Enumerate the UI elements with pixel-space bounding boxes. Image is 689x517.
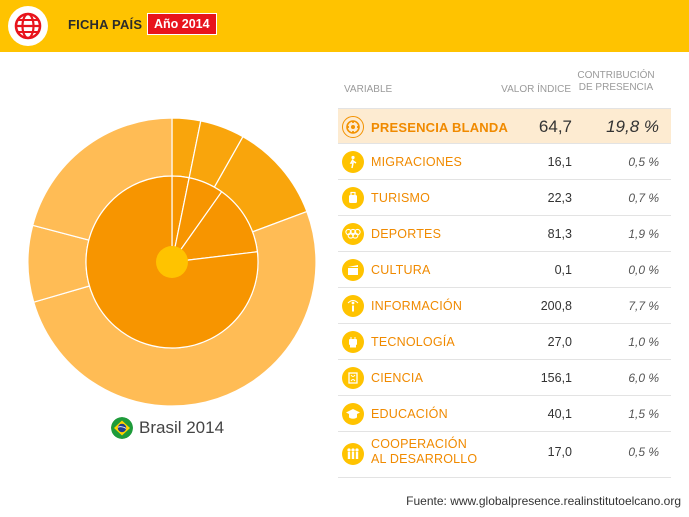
row-value: 0,1 — [554, 263, 572, 277]
row-label: MIGRACIONES — [371, 155, 463, 169]
inner-ring-segment[interactable] — [170, 190, 259, 263]
column-header-variable: VARIABLE — [344, 84, 393, 95]
row-label: TURISMO — [371, 191, 431, 205]
row-label-line1: COOPERACIÓN — [371, 437, 467, 451]
row-contribution: 0,0 % — [628, 263, 659, 277]
row-value: 40,1 — [547, 407, 572, 421]
education-icon — [342, 403, 364, 425]
table-row-cultura[interactable]: CULTURA 0,1 0,0 % — [338, 252, 671, 288]
donut-center — [156, 246, 188, 278]
year-badge[interactable]: Año 2014 — [147, 13, 217, 35]
column-header-value: VALOR ÍNDICE — [501, 84, 571, 95]
row-contribution: 7,7 % — [628, 299, 659, 313]
row-contribution: 1,5 % — [628, 407, 659, 421]
table-row-turismo[interactable]: TURISMO 22,3 0,7 % — [338, 180, 671, 216]
information-icon — [342, 295, 364, 317]
table-row-informacion[interactable]: INFORMACIÓN 200,8 7,7 % — [338, 288, 671, 324]
table-row-migraciones[interactable]: MIGRACIONES 16,1 0,5 % — [338, 144, 671, 180]
sports-icon — [342, 223, 364, 245]
tourism-icon — [342, 187, 364, 209]
row-contribution: 19,8 % — [606, 117, 659, 136]
table-row-ciencia[interactable]: CIENCIA 156,1 6,0 % — [338, 360, 671, 396]
column-header-contribution-line1: CONTRIBUCIÓN — [577, 70, 655, 81]
column-header-contribution: CONTRIBUCIÓN DE PRESENCIA — [571, 70, 661, 94]
table-row-deportes[interactable]: DEPORTES 81,3 1,9 % — [338, 216, 671, 252]
inner-ring-segment[interactable] — [85, 175, 259, 349]
culture-icon — [342, 259, 364, 281]
row-contribution: 0,5 % — [628, 445, 659, 459]
source-note: Fuente: www.globalpresence.realinstituto… — [406, 494, 681, 508]
table-row-soft-presence[interactable]: PRESENCIA BLANDA 64,7 19,8 % — [338, 108, 671, 144]
row-value: 27,0 — [547, 335, 572, 349]
row-value: 22,3 — [547, 191, 572, 205]
row-label-line2: AL DESARROLLO — [371, 452, 478, 466]
row-label: TECNOLOGÍA — [371, 335, 455, 349]
table-row-educacion[interactable]: EDUCACIÓN 40,1 1,5 % — [338, 396, 671, 432]
row-value: 17,0 — [547, 445, 572, 459]
row-contribution: 0,7 % — [628, 191, 659, 205]
row-label: PRESENCIA BLANDA — [371, 120, 509, 135]
presence-donut-chart — [27, 117, 317, 407]
brazil-flag-icon — [111, 417, 133, 439]
row-contribution: 0,5 % — [628, 155, 659, 169]
technology-icon — [342, 331, 364, 353]
row-label: INFORMACIÓN — [371, 299, 463, 313]
globe-logo-icon — [8, 6, 48, 46]
row-contribution: 1,0 % — [628, 335, 659, 349]
country-name: Brasil 2014 — [139, 418, 225, 437]
row-value: 200,8 — [540, 299, 572, 313]
row-label: CULTURA — [371, 263, 431, 277]
row-label: COOPERACIÓN AL DESARROLLO — [371, 437, 477, 467]
country-caption: Brasil 2014 — [111, 416, 224, 440]
variables-table: VARIABLE VALOR ÍNDICE CONTRIBUCIÓN DE PR… — [338, 66, 671, 478]
science-icon — [342, 367, 364, 389]
row-contribution: 1,9 % — [628, 227, 659, 241]
row-label: DEPORTES — [371, 227, 442, 241]
header-bar: FICHA PAÍS Año 2014 — [0, 0, 689, 52]
row-value: 64,7 — [538, 117, 572, 136]
row-value: 16,1 — [547, 155, 572, 169]
table-header: VARIABLE VALOR ÍNDICE CONTRIBUCIÓN DE PR… — [338, 66, 671, 108]
cooperation-icon — [342, 443, 364, 465]
table-row-cooperacion[interactable]: COOPERACIÓN AL DESARROLLO 17,0 0,5 % — [338, 432, 671, 478]
column-header-contribution-line2: DE PRESENCIA — [578, 82, 654, 93]
row-value: 81,3 — [547, 227, 572, 241]
row-value: 156,1 — [540, 371, 572, 385]
row-label: CIENCIA — [371, 371, 424, 385]
table-row-tecnologia[interactable]: TECNOLOGÍA 27,0 1,0 % — [338, 324, 671, 360]
row-contribution: 6,0 % — [628, 371, 659, 385]
row-label: EDUCACIÓN — [371, 407, 448, 421]
soft-presence-icon — [342, 116, 364, 138]
migration-icon — [342, 151, 364, 173]
page-title: FICHA PAÍS — [68, 17, 143, 32]
